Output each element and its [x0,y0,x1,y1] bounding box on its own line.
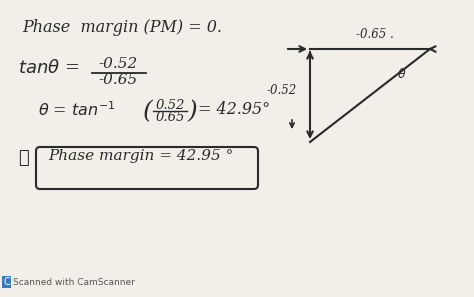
Text: Scanned with CamScanner: Scanned with CamScanner [13,278,135,287]
Text: = 42.95°: = 42.95° [198,101,270,118]
Text: $\theta$ = $tan^{-1}$: $\theta$ = $tan^{-1}$ [38,101,116,120]
Text: -0.52: -0.52 [267,84,297,97]
Text: $tan\theta$ =: $tan\theta$ = [18,59,80,77]
Text: -0.65 .: -0.65 . [356,28,394,41]
Text: Phase  margin (PM) = 0.: Phase margin (PM) = 0. [22,19,222,36]
Text: Phase margin = 42.95 °: Phase margin = 42.95 ° [48,149,233,163]
Text: $\theta$: $\theta$ [397,67,407,81]
Text: -0.52: -0.52 [99,57,137,71]
Text: -0.65: -0.65 [99,73,137,87]
Text: 0.52: 0.52 [155,99,185,112]
Text: (: ( [143,100,153,123]
Text: ∴: ∴ [18,149,29,167]
Text: ): ) [187,100,197,123]
Text: 0.65: 0.65 [155,111,185,124]
Text: C: C [3,277,10,287]
